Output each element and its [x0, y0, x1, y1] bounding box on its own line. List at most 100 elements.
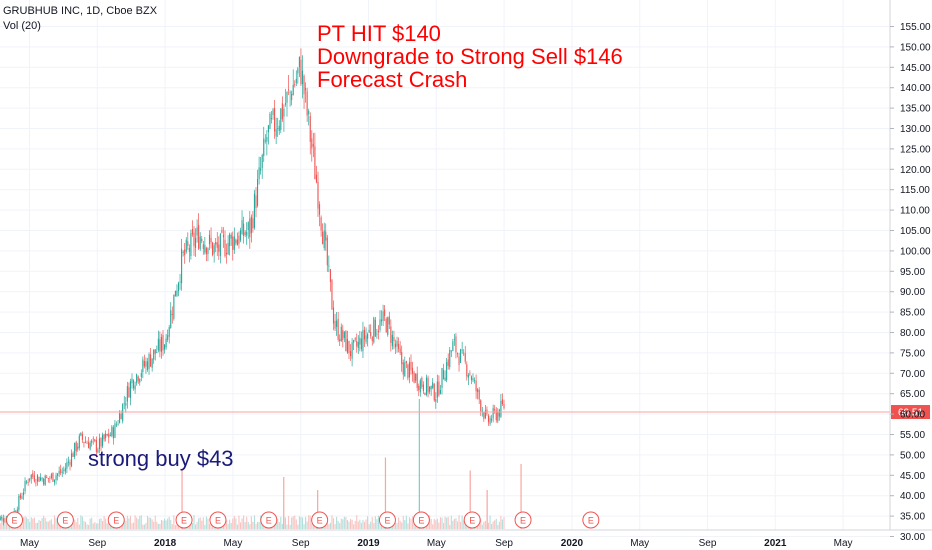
volume-bar [131, 523, 133, 529]
candle-body [402, 362, 404, 375]
candle-body [74, 442, 76, 457]
volume-bar [481, 524, 483, 529]
volume-bar [495, 518, 497, 529]
earnings-marker[interactable]: E [514, 511, 532, 529]
volume-bar [332, 518, 335, 529]
y-tick-label: 115.00 [900, 185, 930, 196]
x-tick-label: 2018 [154, 538, 177, 549]
earnings-marker[interactable]: E [56, 511, 74, 529]
volume-spike [520, 464, 522, 529]
candle-body [257, 178, 259, 206]
candle-body [475, 380, 477, 392]
candle-body [176, 290, 178, 296]
earnings-marker[interactable]: E [6, 511, 24, 529]
volume-bar [36, 522, 38, 529]
volume-bar [191, 523, 193, 529]
earnings-marker[interactable]: E [463, 511, 481, 529]
earnings-label: E [418, 516, 424, 526]
candle-body [399, 348, 401, 353]
earnings-circle [260, 511, 278, 529]
candle-body [241, 220, 243, 235]
candle-body [387, 317, 389, 335]
candle-body [281, 103, 283, 120]
volume-bar [362, 519, 364, 529]
volume-bar [43, 515, 45, 529]
candle-body [424, 392, 426, 395]
volume-bar [88, 524, 90, 529]
candle-body [384, 309, 386, 317]
candle-body [91, 440, 93, 443]
candle-body [168, 327, 170, 337]
volume-bar [441, 517, 443, 529]
candle-body [148, 354, 150, 369]
volume-bar [376, 519, 378, 529]
last-price-badge [891, 405, 930, 420]
candle-body [421, 377, 423, 387]
candle-body [272, 109, 274, 116]
candle-body [312, 144, 314, 147]
candle-body [125, 403, 127, 406]
y-tick-label: 135.00 [900, 104, 931, 115]
candle-body [500, 400, 502, 417]
time-axis[interactable]: May Sep 2018 May Sep 2019 May Sep 2020 May Sep 2021… [20, 538, 853, 549]
candle-body [320, 217, 322, 231]
earnings-marker[interactable]: E [260, 511, 278, 529]
earnings-circle [378, 511, 396, 529]
candle-body [396, 340, 398, 347]
candle-body [329, 269, 331, 282]
candle-body [63, 469, 65, 471]
volume-bar [331, 515, 333, 529]
candle-body [184, 249, 186, 256]
candle-body [278, 125, 280, 132]
earnings-circle [175, 511, 193, 529]
candle-body [83, 441, 85, 443]
y-tick-label: 90.00 [900, 287, 925, 298]
price-axis[interactable]: 30.00 35.00 40.00 45.00 50.00 55.00 60.00 65.00… [890, 22, 931, 543]
earnings-marker[interactable]: E [107, 511, 125, 529]
earnings-marker[interactable]: E [378, 511, 396, 529]
earnings-marker[interactable]: E [209, 511, 227, 529]
volume-bar [340, 518, 342, 529]
candle-body [362, 330, 364, 352]
candle-body [167, 335, 169, 340]
candle-body [190, 233, 192, 257]
candle-body [30, 474, 32, 479]
candle-body [274, 107, 276, 132]
earnings-marker[interactable]: E [175, 511, 193, 529]
volume-bar [337, 520, 339, 529]
earnings-marker[interactable]: E [582, 511, 600, 529]
candle-body [300, 59, 302, 85]
candle-body [35, 482, 37, 484]
volume-bar [501, 519, 503, 529]
earnings-marker[interactable]: E [311, 511, 329, 529]
y-tick-label: 80.00 [900, 328, 925, 339]
candle-body [139, 378, 141, 383]
candle-body [46, 476, 48, 478]
candle-body [323, 230, 325, 249]
candle-body [370, 332, 372, 337]
volume-bar [22, 517, 25, 529]
candle-body [354, 338, 356, 340]
candle-body [22, 492, 25, 496]
earnings-label: E [317, 516, 323, 526]
volume-bar [173, 515, 175, 529]
candle-body [314, 146, 316, 180]
candle-body [433, 383, 435, 401]
candle-body [326, 237, 328, 266]
earnings-label: E [62, 516, 68, 526]
volume-bar [128, 518, 130, 529]
candle-body [226, 253, 228, 255]
volume-bar [238, 515, 240, 529]
volume-bar [233, 515, 235, 529]
volume-bar [348, 521, 350, 529]
candle-body [27, 482, 29, 483]
volume-bar [277, 518, 279, 529]
earnings-marker[interactable]: E [412, 511, 430, 529]
volume-spike [283, 477, 285, 529]
candle-body [233, 236, 235, 250]
candle-body [224, 239, 226, 257]
volume-bar [80, 515, 82, 529]
candle-body [136, 374, 138, 383]
candle-body [495, 410, 497, 421]
